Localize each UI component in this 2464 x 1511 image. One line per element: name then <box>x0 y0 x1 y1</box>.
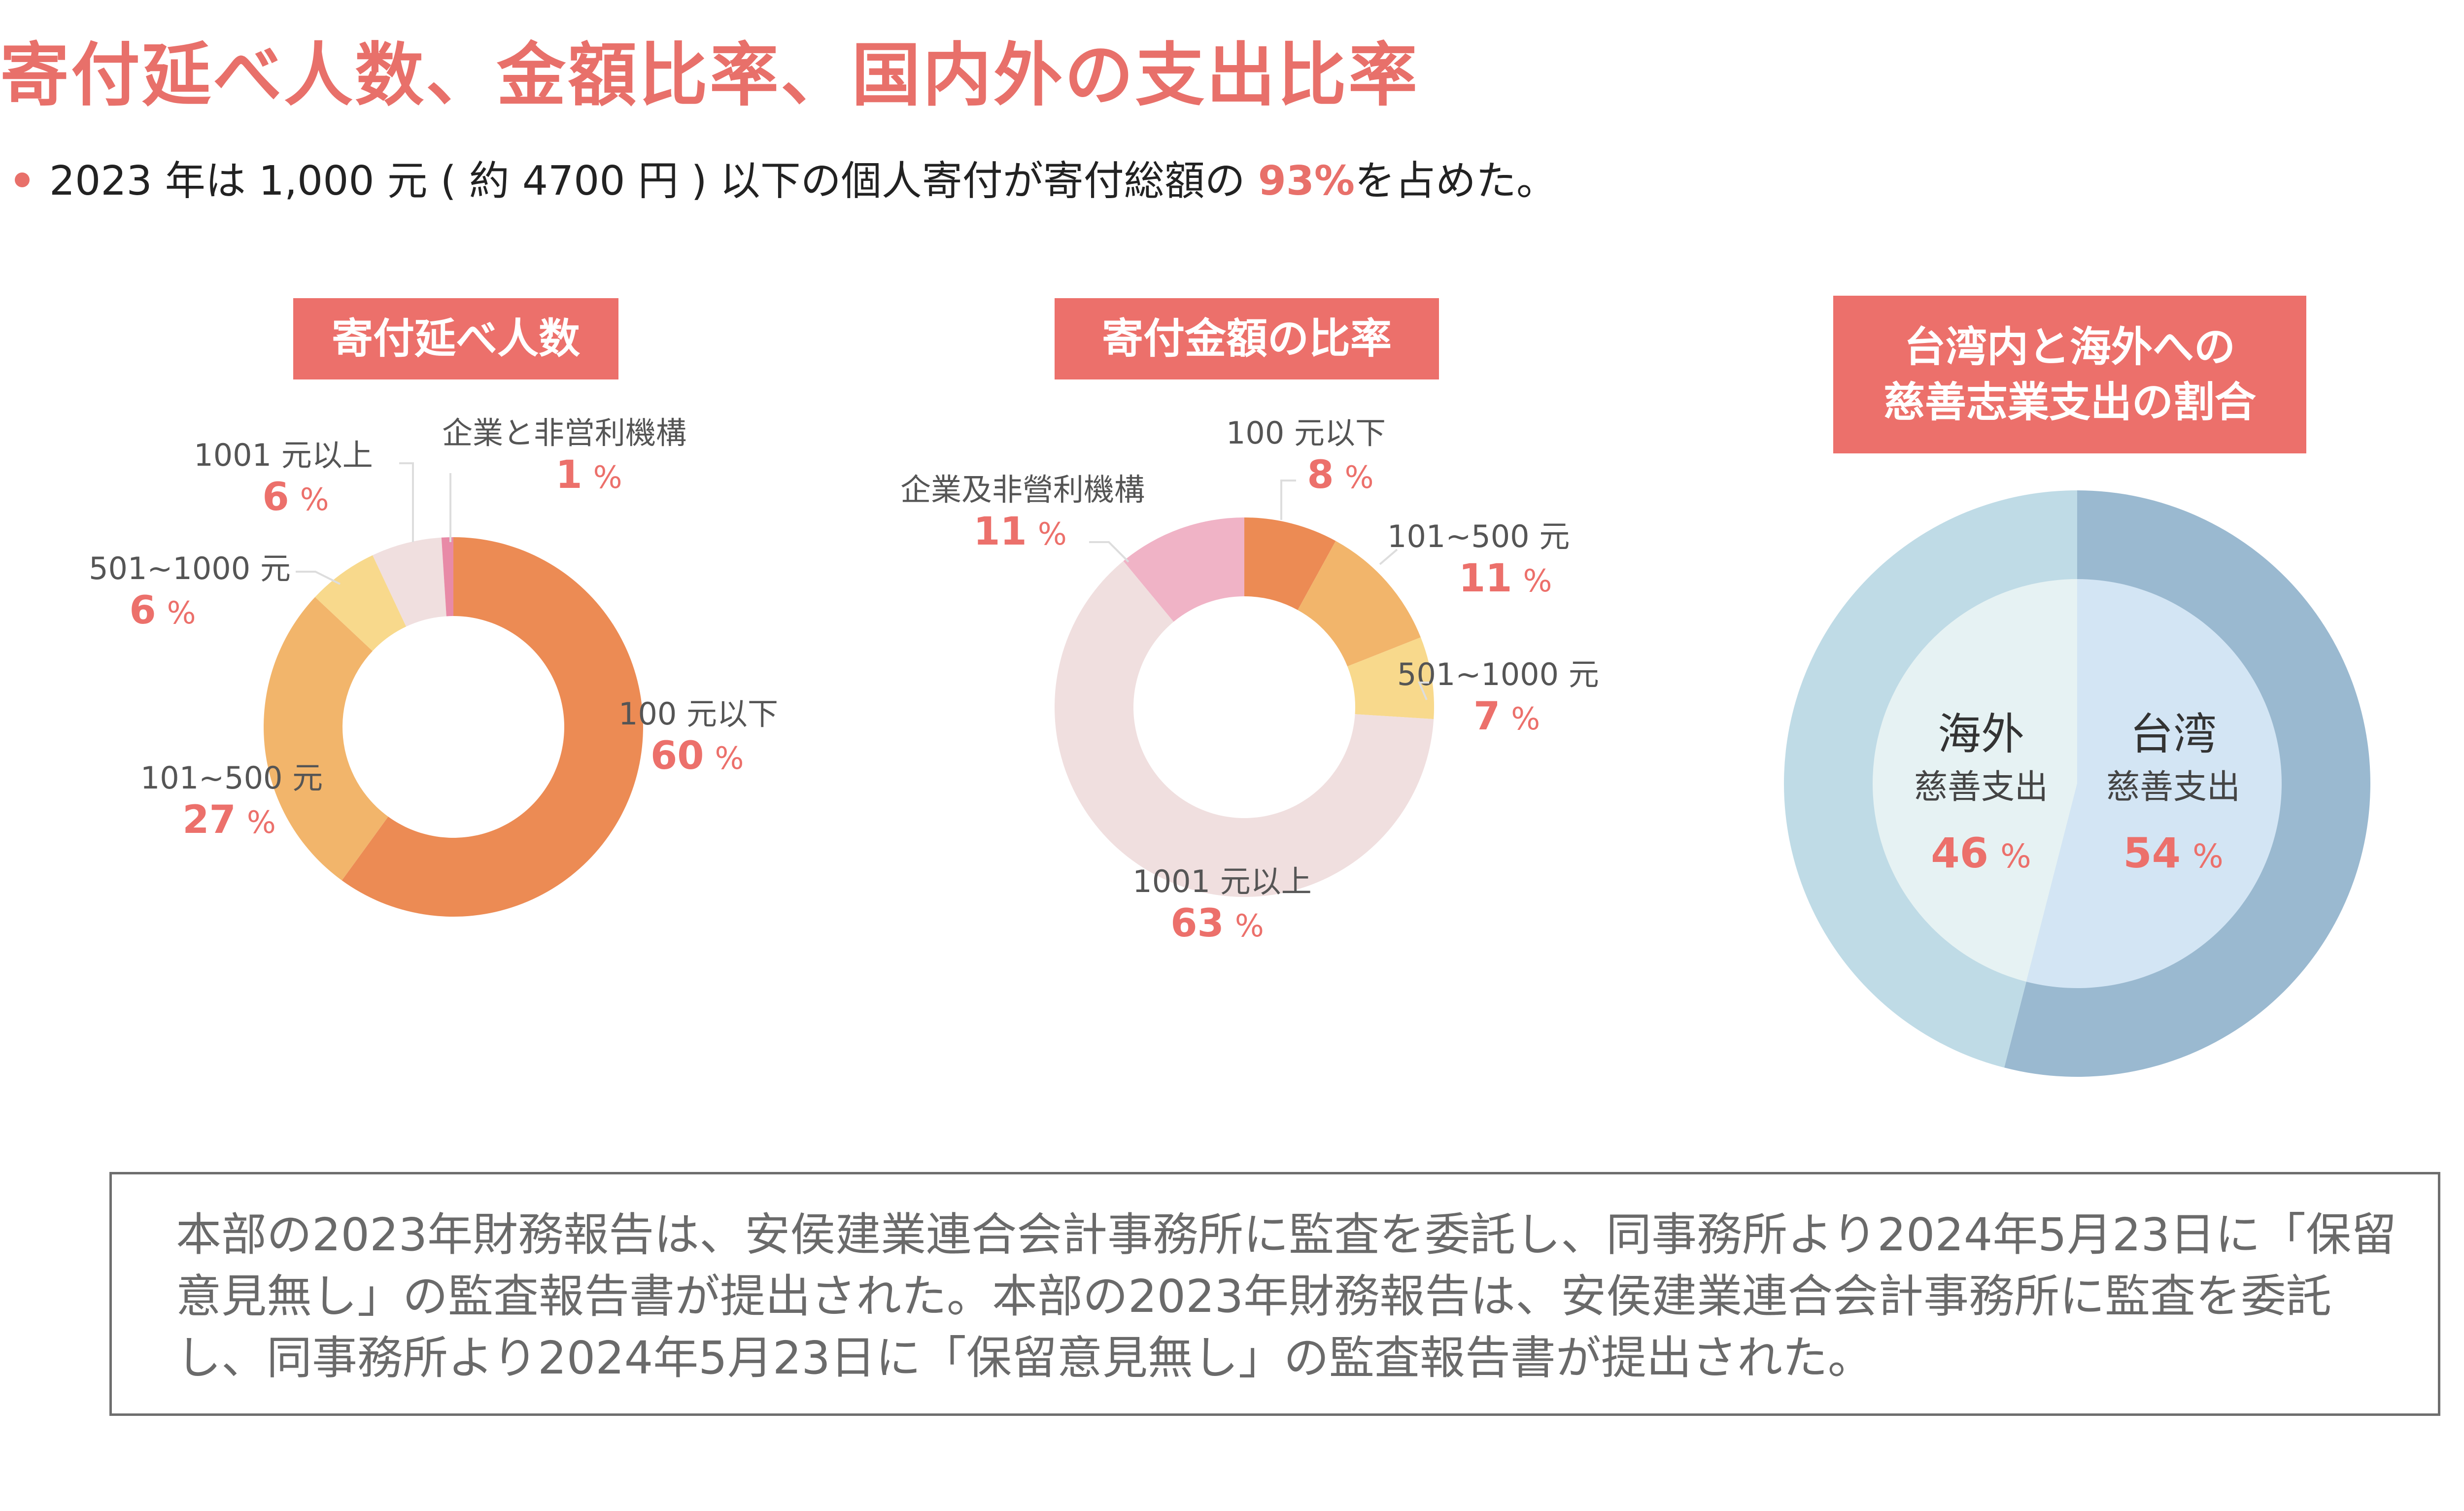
chart1-leader-3 <box>399 462 414 542</box>
chart1-label-2: 501~1000 元 <box>89 550 291 586</box>
audit-note-text: 本部の2023年財務報告は、安侯建業連合会計事務所に監査を委託し、同事務所より2… <box>176 1208 2397 1384</box>
chart1-slice-0 <box>342 537 643 917</box>
chart1-label-0: 100 元以下 <box>618 696 778 732</box>
chart1-title: 寄付延べ人数 <box>293 298 618 379</box>
chart2-label-2: 501~1000 元 <box>1397 656 1599 692</box>
audit-note-box: 本部の2023年財務報告は、安侯建業連合会計事務所に監査を委託し、同事務所より2… <box>109 1172 2440 1416</box>
chart3-inner-1 <box>1872 579 2077 982</box>
chart1-slice-1 <box>264 597 388 881</box>
chart3-value-0: 54% <box>2123 829 2224 877</box>
chart2-value-1: 11% <box>1459 556 1552 601</box>
chart1-leader-2 <box>296 571 341 585</box>
chart2-value-0: 8% <box>1307 453 1373 497</box>
bullet-dot-icon <box>15 172 30 187</box>
chart1-value-4: 1% <box>555 453 622 497</box>
page-title: 寄付延べ人数、金額比率、国内外の支出比率 <box>0 35 1420 116</box>
chart2-leader-4 <box>1089 541 1129 563</box>
chart2-value-4: 11% <box>973 510 1066 554</box>
chart1-slice-2 <box>315 555 407 651</box>
chart1-value-1: 27% <box>182 798 275 842</box>
summary-suffix: を占めた。 <box>1355 158 1557 205</box>
chart3-inner-0 <box>2026 579 2282 988</box>
chart3-sublabel-0: 慈善支出 <box>2106 768 2240 807</box>
chart2-value-2: 7% <box>1473 694 1540 739</box>
chart2-label-4: 企業及非營利機構 <box>900 472 1145 508</box>
chart2-slice-4 <box>1123 517 1244 622</box>
chart1-value-2: 6% <box>129 588 196 633</box>
summary-line: 2023 年は 1,000 元 ( 約 4700 円 ) 以下の個人寄付が寄付総… <box>15 148 1557 206</box>
chart1-value-0: 60% <box>650 734 744 778</box>
chart2-value-3: 63% <box>1170 901 1264 946</box>
chart1-slice-4 <box>441 537 453 617</box>
chart1-slice-3 <box>373 537 446 627</box>
chart2-label-0: 100 元以下 <box>1226 415 1386 451</box>
chart2-leader-1 <box>1379 549 1398 565</box>
chart2-leader-2 <box>1417 682 1429 700</box>
chart1-label-4: 企業と非営利機構 <box>442 415 686 451</box>
summary-highlight: 93% <box>1258 158 1355 205</box>
chart1-value-3: 6% <box>262 475 329 519</box>
chart2-slice-1 <box>1298 541 1421 667</box>
chart2-slice-3 <box>1054 561 1434 897</box>
chart3-label-1: 海外 <box>1938 709 2024 759</box>
chart3-title: 台湾内と海外への 慈善志業支出の割合 <box>1833 296 2306 453</box>
summary-text: 2023 年は 1,000 元 ( 約 4700 円 ) 以下の個人寄付が寄付総… <box>49 158 1258 205</box>
chart3-value-1: 46% <box>1931 829 2031 877</box>
chart2-leader-0 <box>1280 480 1296 520</box>
chart2-title: 寄付金額の比率 <box>1055 298 1439 379</box>
chart3-sublabel-1: 慈善支出 <box>1914 768 2048 807</box>
chart2-slice-0 <box>1244 517 1336 610</box>
chart1-label-3: 1001 元以上 <box>194 437 373 473</box>
chart2-label-1: 101~500 元 <box>1387 518 1570 554</box>
chart2-label-3: 1001 元以上 <box>1132 863 1312 899</box>
chart2-slice-2 <box>1347 637 1434 720</box>
chart1-label-1: 101~500 元 <box>140 760 323 796</box>
chart3-label-0: 台湾 <box>2130 709 2217 759</box>
